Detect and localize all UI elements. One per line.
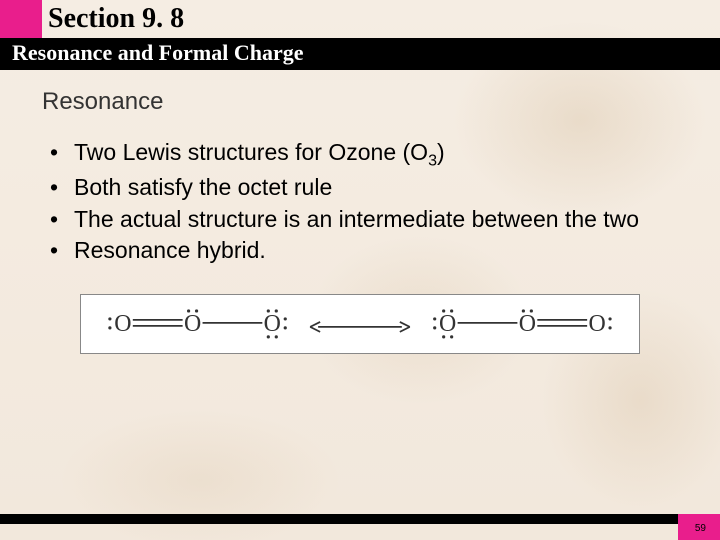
footer-bar bbox=[0, 514, 720, 524]
subscript: 3 bbox=[428, 152, 437, 170]
svg-text:O: O bbox=[184, 310, 201, 336]
header-row: Section 9. 8 bbox=[0, 0, 720, 38]
bullet-text: Two Lewis structures for Ozone (O bbox=[74, 139, 428, 165]
list-item: The actual structure is an intermediate … bbox=[50, 205, 680, 234]
accent-block bbox=[0, 0, 42, 38]
list-item: Two Lewis structures for Ozone (O3) bbox=[50, 138, 680, 171]
content-area: Resonance Two Lewis structures for Ozone… bbox=[0, 70, 720, 354]
topic-heading: Resonance bbox=[40, 88, 680, 116]
subtitle-bar: Resonance and Formal Charge bbox=[0, 38, 720, 70]
bullet-text: The actual structure is an intermediate … bbox=[74, 206, 639, 232]
page-number: 59 bbox=[695, 523, 706, 534]
list-item: Both satisfy the octet rule bbox=[50, 173, 680, 202]
svg-text:O: O bbox=[439, 310, 456, 336]
bullet-text: Both satisfy the octet rule bbox=[74, 174, 332, 200]
svg-text:O: O bbox=[588, 310, 605, 336]
bullet-list: Two Lewis structures for Ozone (O3) Both… bbox=[40, 138, 680, 266]
bullet-text: Resonance hybrid. bbox=[74, 237, 266, 263]
svg-text:O: O bbox=[519, 310, 536, 336]
resonance-diagram: OOOOOO bbox=[80, 294, 640, 354]
bullet-tail: ) bbox=[437, 139, 445, 165]
resonance-svg: OOOOOO bbox=[81, 295, 639, 355]
section-title: Section 9. 8 bbox=[42, 0, 184, 38]
list-item: Resonance hybrid. bbox=[50, 236, 680, 265]
svg-text:O: O bbox=[114, 310, 131, 336]
svg-text:O: O bbox=[264, 310, 281, 336]
subtitle-text: Resonance and Formal Charge bbox=[12, 40, 303, 66]
